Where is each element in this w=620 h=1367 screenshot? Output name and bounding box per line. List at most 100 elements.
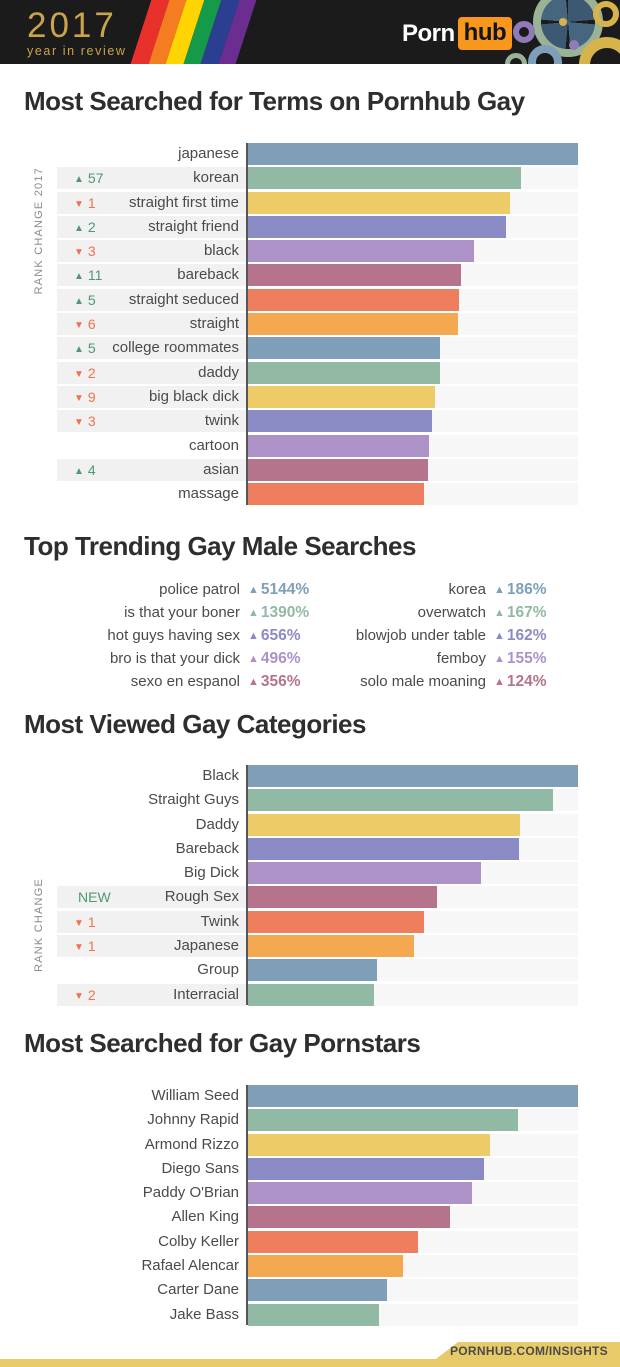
rank-change-arrow-icon: ▼ xyxy=(74,392,84,404)
bar xyxy=(248,1085,578,1107)
bar-track xyxy=(248,1157,578,1180)
trending-row: is that your boner ▲ 1390% xyxy=(24,601,324,624)
rank-change-indicator: ▼ 1 xyxy=(74,935,96,957)
bar-track xyxy=(248,143,578,165)
rank-change-value: 2 xyxy=(87,986,96,1003)
chart-row: ▼ 1 Twink xyxy=(0,910,578,933)
trend-value: 155% xyxy=(506,650,547,667)
row-stripe xyxy=(57,910,246,933)
bar-track xyxy=(248,410,578,433)
rank-change-arrow-icon: ▲ xyxy=(74,344,84,356)
trending-percent: ▲ 167% xyxy=(494,601,570,624)
bar xyxy=(248,1230,418,1253)
trend-up-icon: ▲ xyxy=(494,584,505,596)
row-label-area: ▲ 4 asian xyxy=(0,458,246,481)
trending-row: blowjob under table ▲ 162% xyxy=(280,624,570,647)
rank-change-value: 11 xyxy=(87,267,103,284)
chart-row: ▼ 3 twink xyxy=(0,410,578,433)
bar xyxy=(248,458,428,481)
circle-green-ring-icon xyxy=(505,53,527,64)
row-label-area: ▼ 3 twink xyxy=(0,410,246,433)
trend-value: 162% xyxy=(506,627,547,644)
bar-track xyxy=(248,240,578,263)
chart-row: Johnny Rapid xyxy=(0,1109,578,1132)
row-label-area: Carter Dane xyxy=(0,1279,246,1301)
trend-up-icon: ▲ xyxy=(494,607,505,619)
row-stripe xyxy=(57,313,246,336)
rank-change-indicator: ▲ 2 xyxy=(74,216,96,238)
row-label-area: Bareback xyxy=(0,838,246,860)
row-label: Jake Bass xyxy=(169,1305,239,1323)
rank-change-indicator: ▼ 1 xyxy=(74,911,96,933)
row-label-area: ▼ 1 straight first time xyxy=(0,191,246,214)
bar-track xyxy=(248,361,578,384)
bar-track xyxy=(248,264,578,287)
logo-subtitle: year in review xyxy=(27,44,127,58)
rank-change-arrow-icon: ▼ xyxy=(74,990,84,1002)
row-stripe xyxy=(57,458,246,481)
circle-gold-big-ring-icon xyxy=(579,37,620,64)
row-label: straight seduced xyxy=(128,290,239,308)
row-label: Interracial xyxy=(173,985,239,1003)
trending-row: bro is that your dick ▲ 496% xyxy=(24,647,324,670)
bar xyxy=(248,240,475,263)
row-label: Straight Guys xyxy=(148,791,239,809)
circle-purple-ring-icon xyxy=(513,21,535,43)
bar xyxy=(248,313,458,336)
rank-change-arrow-icon: ▲ xyxy=(74,271,84,283)
row-label: Rafael Alencar xyxy=(141,1257,239,1275)
rank-change-indicator: NEW xyxy=(74,886,111,908)
row-label-area: Paddy O'Brian xyxy=(0,1182,246,1204)
bar xyxy=(248,1255,404,1278)
row-stripe xyxy=(57,288,246,311)
row-label-area: Colby Keller xyxy=(0,1231,246,1253)
rank-change-indicator xyxy=(74,435,78,457)
row-label-area: Daddy xyxy=(0,814,246,836)
bar-track xyxy=(248,337,578,360)
bar xyxy=(248,1182,473,1205)
bar xyxy=(248,191,511,214)
bar xyxy=(248,1206,450,1229)
bar xyxy=(248,765,578,787)
trend-up-icon: ▲ xyxy=(494,630,505,642)
row-label: korean xyxy=(193,169,239,187)
rank-change-arrow-icon: ▲ xyxy=(74,465,84,477)
chart-row: japanese xyxy=(0,143,578,165)
row-label-area: ▲ 11 bareback xyxy=(0,264,246,287)
chart-row: NEW Rough Sex xyxy=(0,886,578,909)
row-label-area: massage xyxy=(0,483,246,505)
trend-up-icon: ▲ xyxy=(248,653,259,665)
rank-change-indicator: ▼ 9 xyxy=(74,386,96,408)
bar xyxy=(248,385,436,408)
bar-track xyxy=(248,1303,578,1326)
chart-row: ▼ 2 Interracial xyxy=(0,983,578,1006)
bar-track xyxy=(248,215,578,238)
chart-row: Straight Guys xyxy=(0,789,578,812)
bar xyxy=(248,215,507,238)
row-label: Black xyxy=(202,767,239,784)
bar xyxy=(248,1133,490,1156)
rank-change-value: 2 xyxy=(87,364,96,381)
row-label: japanese xyxy=(178,145,239,162)
trending-row: femboy ▲ 155% xyxy=(280,647,570,670)
rank-change-value: 57 xyxy=(87,170,104,187)
trend-value: 5144% xyxy=(260,581,310,598)
row-label-area: cartoon xyxy=(0,435,246,457)
rank-change-value: 6 xyxy=(87,316,96,333)
trending-percent: ▲ 155% xyxy=(494,647,570,670)
bar-track xyxy=(248,1255,578,1278)
row-label-area: Johnny Rapid xyxy=(0,1109,246,1131)
row-stripe xyxy=(57,935,246,958)
rank-change-value: 2 xyxy=(87,218,96,235)
section-title-top-trending: Top Trending Gay Male Searches xyxy=(24,531,416,561)
bar xyxy=(248,434,429,457)
chart-row: ▲ 2 straight friend xyxy=(0,215,578,238)
chart-row: ▲ 5 straight seduced xyxy=(0,288,578,311)
trending-percent: ▲ 124% xyxy=(494,670,570,693)
row-stripe xyxy=(57,886,246,909)
trending-term: femboy xyxy=(436,650,486,667)
row-label-area: Big Dick xyxy=(0,862,246,884)
trending-term: hot guys having sex xyxy=(107,627,240,644)
row-label: Armond Rizzo xyxy=(144,1135,239,1153)
chart-row: ▲ 57 korean xyxy=(0,167,578,190)
